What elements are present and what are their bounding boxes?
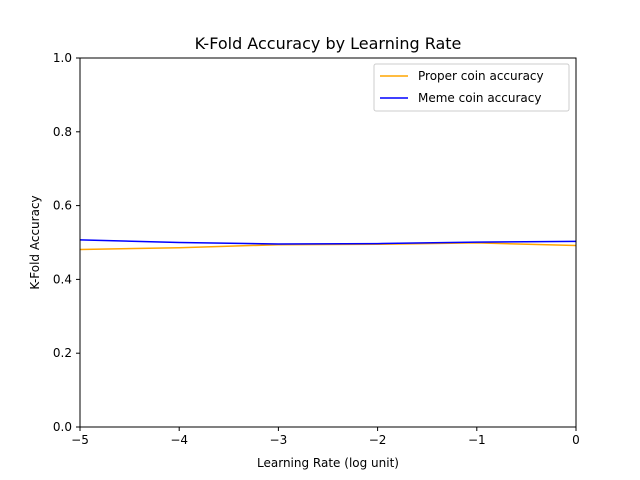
legend: Proper coin accuracy Meme coin accuracy — [373, 63, 570, 112]
y-axis-label: K-Fold Accuracy — [28, 195, 42, 289]
y-tick-label: 0.6 — [53, 199, 72, 213]
x-tick-label: 0 — [572, 433, 580, 447]
y-tick-label: 0.2 — [53, 346, 72, 360]
legend-label-meme-coin: Meme coin accuracy — [418, 91, 541, 105]
plot-frame — [79, 57, 577, 428]
y-tick-label: 0.8 — [53, 125, 72, 139]
y-tick-label: 0.0 — [53, 420, 72, 434]
legend-box — [373, 63, 570, 112]
x-tick-label: −1 — [468, 433, 486, 447]
y-tick-label: 1.0 — [53, 51, 72, 65]
y-axis: 0.0 0.2 0.4 0.6 0.8 1.0 — [53, 51, 80, 434]
series-layer — [79, 239, 577, 251]
x-tick-label: −4 — [170, 433, 188, 447]
x-axis: −5 −4 −3 −2 −1 0 — [71, 427, 580, 447]
x-tick-label: −2 — [369, 433, 387, 447]
x-tick-label: −5 — [71, 433, 89, 447]
x-axis-label: Learning Rate (log unit) — [257, 456, 399, 470]
chart-title: K-Fold Accuracy by Learning Rate — [195, 34, 462, 53]
series-line-meme-coin — [79, 239, 577, 245]
legend-label-proper-coin: Proper coin accuracy — [418, 69, 544, 83]
x-tick-label: −3 — [270, 433, 288, 447]
y-tick-label: 0.4 — [53, 272, 72, 286]
